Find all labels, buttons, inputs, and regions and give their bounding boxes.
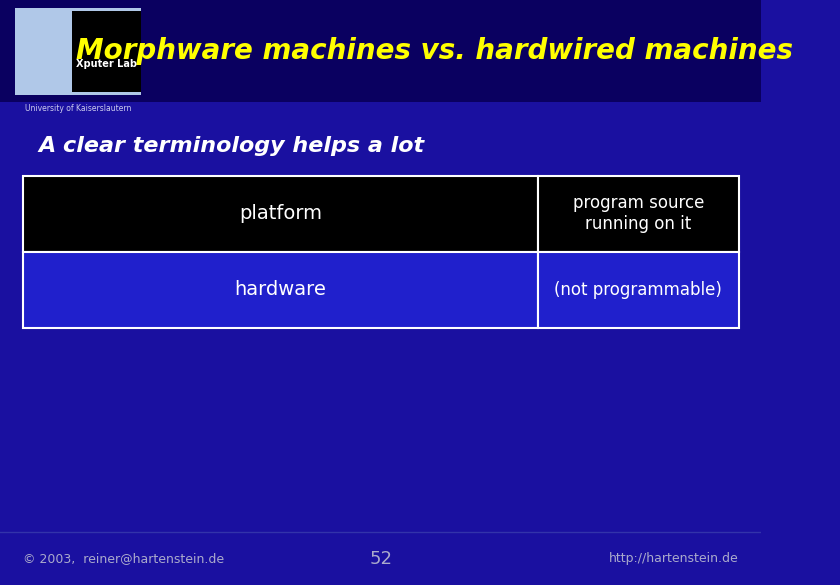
- Text: A clear terminology helps a lot: A clear terminology helps a lot: [38, 136, 424, 156]
- FancyBboxPatch shape: [0, 0, 761, 102]
- Text: (not programmable): (not programmable): [554, 281, 722, 298]
- FancyBboxPatch shape: [23, 176, 538, 252]
- FancyBboxPatch shape: [71, 11, 141, 92]
- Text: 52: 52: [370, 550, 392, 567]
- FancyBboxPatch shape: [538, 252, 738, 328]
- Text: Morphware machines vs. hardwired machines: Morphware machines vs. hardwired machine…: [76, 37, 792, 65]
- FancyBboxPatch shape: [15, 8, 141, 95]
- Text: platform: platform: [239, 204, 322, 223]
- FancyBboxPatch shape: [538, 176, 738, 252]
- Text: http://hartenstein.de: http://hartenstein.de: [609, 552, 738, 565]
- Text: Xputer Lab: Xputer Lab: [76, 58, 137, 69]
- Text: University of Kaiserslautern: University of Kaiserslautern: [25, 104, 131, 113]
- Text: program source
running on it: program source running on it: [573, 194, 704, 233]
- FancyBboxPatch shape: [23, 252, 538, 328]
- Text: hardware: hardware: [234, 280, 327, 299]
- Text: © 2003,  reiner@hartenstein.de: © 2003, reiner@hartenstein.de: [23, 552, 224, 565]
